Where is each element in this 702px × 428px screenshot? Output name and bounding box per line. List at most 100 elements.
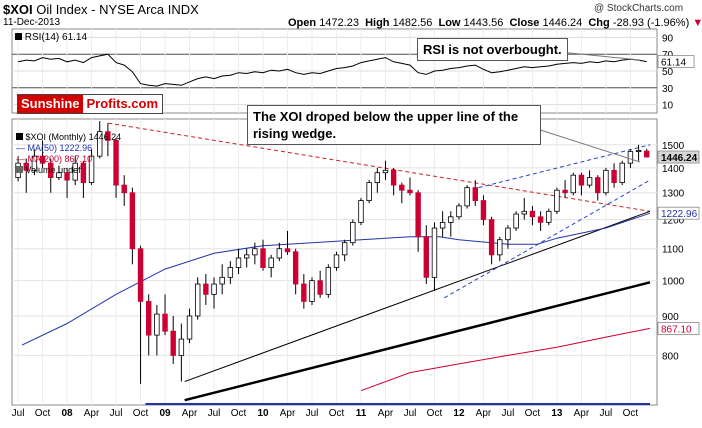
x-tick-label: 11: [356, 408, 367, 419]
candle-up: [88, 155, 95, 183]
candle-down: [423, 236, 429, 278]
candle-down: [399, 184, 405, 191]
watermark: @ StockCharts.com: [594, 3, 684, 14]
candle-up: [194, 283, 201, 317]
candle-down: [23, 162, 29, 171]
rsi-tag-text: 61.14: [661, 58, 686, 69]
rsi-tick-label: 10: [662, 101, 674, 112]
rsi-tick-label: 50: [662, 67, 674, 78]
candle: [154, 304, 160, 356]
legend-price-label: $XOI (Monthly): [25, 132, 87, 142]
candle-up: [252, 248, 258, 256]
legend-volume-value: undef: [58, 165, 81, 175]
x-tick-label: Oct: [231, 408, 247, 419]
candle: [252, 242, 258, 265]
x-tick-label: Apr: [476, 408, 492, 419]
candle: [137, 245, 144, 384]
candle: [578, 172, 585, 196]
candle: [309, 277, 315, 305]
candle: [56, 165, 62, 181]
candle-down: [301, 283, 307, 302]
candle: [529, 205, 536, 226]
candle-up: [341, 242, 348, 256]
x-tick-label: Apr: [182, 408, 198, 419]
candle-up: [333, 254, 340, 268]
x-tick-label: Jul: [600, 408, 613, 419]
candle-down: [137, 248, 144, 302]
candle: [595, 175, 601, 201]
price-callout-pointer: [527, 125, 641, 163]
candle: [105, 123, 111, 157]
candle-down: [529, 210, 536, 218]
candle: [448, 211, 454, 237]
open-label: Open: [288, 17, 317, 29]
candle: [374, 167, 381, 193]
x-tick-label: 13: [551, 408, 563, 419]
price-tick-label: 1500: [662, 141, 685, 152]
ma200-tag: 867.10: [657, 322, 700, 335]
x-tick-label: Oct: [427, 408, 443, 419]
x-tick-label: 08: [62, 408, 74, 419]
candle: [488, 216, 495, 265]
x-tick-label: Oct: [133, 408, 149, 419]
x-tick-label: Jul: [502, 408, 515, 419]
last-price-tag: 1446.24: [657, 150, 700, 164]
candle-down: [129, 192, 136, 250]
candle-up: [31, 155, 38, 171]
ma200-line: [360, 327, 651, 392]
candle: [497, 236, 503, 262]
candle: [635, 144, 642, 161]
legend-price-value: 1446.24: [88, 132, 122, 142]
candle-down: [407, 189, 413, 194]
candle-down: [595, 177, 601, 194]
candle-down: [644, 150, 650, 158]
candle-up: [456, 205, 462, 218]
chart-title: $XOI Oil Index - NYSE Arca INDX: [3, 2, 199, 17]
candle: [178, 323, 185, 382]
candle: [203, 274, 209, 305]
candle: [358, 197, 364, 226]
candle-up: [586, 177, 593, 186]
legend-volume-label: Volume: [25, 165, 56, 175]
candle-down: [146, 300, 152, 336]
down-arrow-icon: ▼: [692, 17, 702, 29]
candle: [546, 208, 552, 226]
rsi-callout-pointer: [559, 51, 641, 61]
candle: [472, 180, 478, 206]
candle-up: [521, 210, 527, 215]
rsi-tag-box: [657, 55, 695, 69]
candle-up: [219, 276, 225, 285]
candle: [554, 187, 560, 215]
candle: [366, 180, 372, 204]
legend-volume: Volume undef: [16, 165, 121, 176]
candle-down: [480, 200, 487, 220]
logo-part2: Profits.com: [86, 96, 159, 111]
legend-swatch-icon: [15, 33, 22, 40]
x-tick-label: Jul: [404, 408, 417, 419]
x-tick-label: Jul: [306, 408, 319, 419]
candle-up: [570, 174, 576, 194]
candle-up: [227, 267, 234, 278]
candle: [619, 160, 625, 186]
price-tick-label: 1200: [662, 216, 685, 227]
candle: [611, 163, 617, 188]
x-tick-label: 10: [257, 408, 269, 419]
candle: [390, 167, 397, 196]
candle-up: [603, 169, 609, 194]
x-tick-label: Oct: [525, 408, 541, 419]
legend-price: $XOI (Monthly) 1446.24: [16, 132, 121, 143]
candle-up: [154, 313, 160, 336]
candle-up: [382, 169, 389, 174]
candle-up: [325, 267, 332, 295]
chart-date: 11-Dec-2013: [3, 17, 61, 28]
candle: [39, 140, 46, 168]
candle: [162, 294, 168, 336]
price-tick-label: 1000: [662, 277, 685, 288]
candle: [537, 211, 544, 231]
candle-up: [309, 280, 315, 302]
legend-ma200: — MA(200) 867.10: [16, 154, 93, 164]
close-value: 1446.24: [542, 17, 583, 29]
candle: [407, 177, 413, 196]
candle-up: [374, 172, 381, 183]
